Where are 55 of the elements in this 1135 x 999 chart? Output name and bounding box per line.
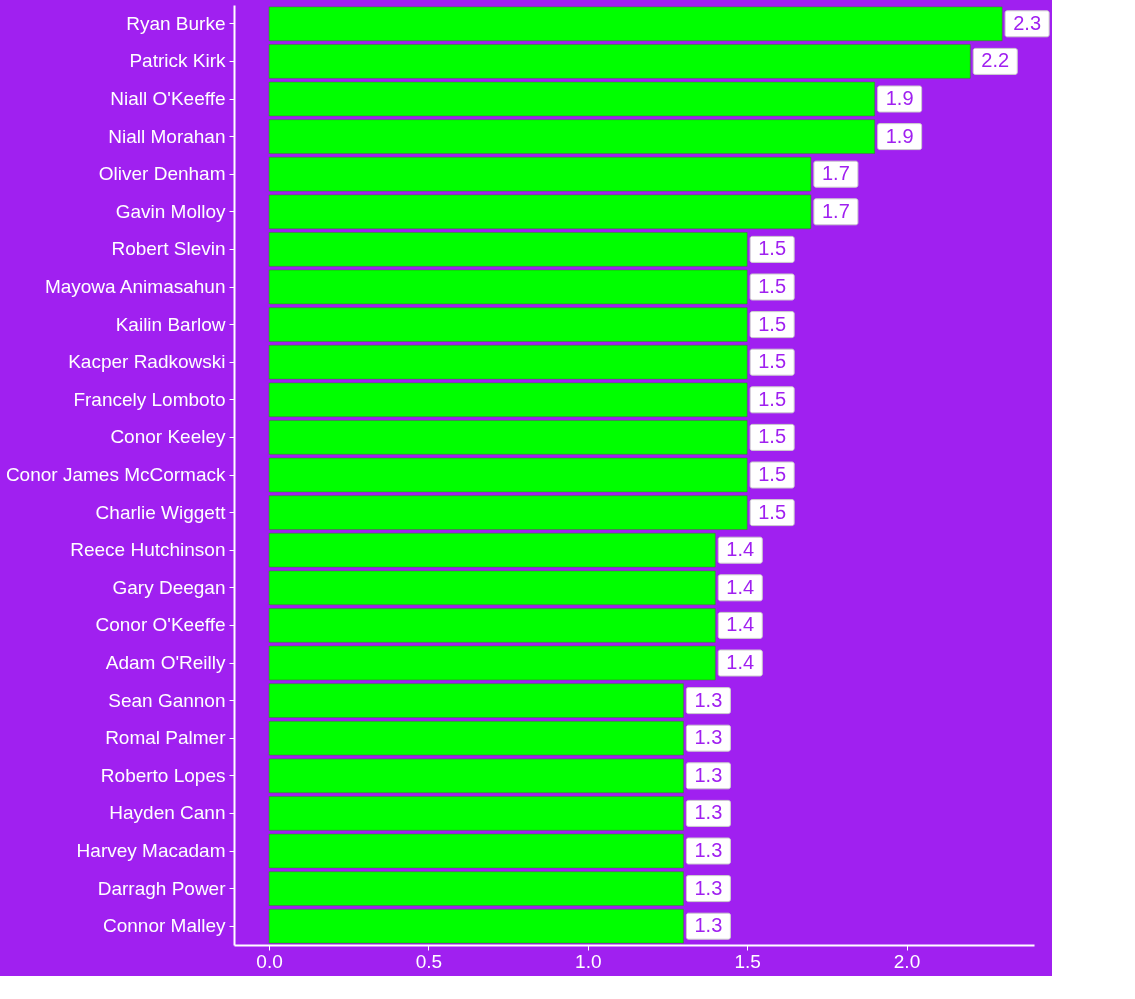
y-tick-label: Kailin Barlow [115, 313, 226, 335]
x-tick-label: 0.0 [256, 950, 283, 972]
y-tick-label: Roberto Lopes [100, 764, 226, 786]
y-tick-label: Robert Slevin [111, 238, 226, 260]
data-label: 2.3 [1013, 11, 1042, 34]
x-tick-label: 1.0 [575, 950, 602, 972]
y-tick-label: Kacper Radkowski [68, 351, 226, 373]
y-tick-label: Conor Keeley [110, 426, 226, 448]
data-label: 1.7 [821, 162, 850, 185]
data-label: 2.2 [981, 49, 1010, 72]
data-label: 1.3 [694, 914, 723, 937]
y-tick-label: Francely Lomboto [73, 388, 226, 410]
y-tick-label: Darragh Power [97, 877, 227, 899]
data-label: 1.5 [758, 312, 787, 335]
y-tick-label: Oliver Denham [98, 163, 226, 185]
data-label: 1.5 [758, 463, 787, 485]
x-tick-label: 0.5 [415, 950, 443, 972]
data-label: 1.5 [758, 425, 787, 448]
data-label: 1.3 [694, 763, 723, 786]
y-tick-label: Connor Malley [103, 915, 226, 937]
data-label: 1.5 [758, 500, 787, 523]
y-tick-label: Patrick Kirk [129, 50, 226, 72]
data-label: 1.5 [758, 387, 787, 410]
data-label: 1.4 [726, 651, 755, 673]
y-tick-label: Conor James McCormack [5, 464, 226, 485]
x-tick-label: 1.5 [734, 950, 761, 972]
data-label: 1.4 [726, 575, 755, 598]
data-label: 1.5 [758, 350, 787, 373]
y-tick-label: Niall O'Keeffe [110, 88, 226, 109]
data-label: 1.3 [694, 876, 723, 899]
y-tick-label: Reece Hutchinson [70, 539, 226, 561]
data-label: 1.9 [885, 87, 914, 109]
data-label: 1.5 [758, 237, 787, 260]
y-tick-label: Romal Palmer [105, 727, 227, 749]
y-tick-label: Gary Deegan [112, 576, 226, 598]
y-tick-label: Charlie Wiggett [95, 501, 227, 523]
y-tick-label: Ryan Burke [126, 12, 226, 34]
y-tick-label: Harvey Macadam [76, 840, 226, 861]
data-label: 1.4 [726, 613, 755, 636]
y-tick-label: Mayowa Animasahun [44, 276, 226, 297]
data-label: 1.5 [758, 275, 787, 297]
y-tick-label: Niall Morahan [108, 125, 226, 147]
y-tick-label: Gavin Molloy [115, 200, 226, 222]
x-tick-label: 2.0 [893, 950, 921, 972]
data-label: 1.3 [694, 688, 723, 711]
data-label: 1.3 [694, 726, 723, 749]
data-label: 1.9 [885, 124, 914, 147]
y-tick-label: Adam O'Reilly [105, 652, 226, 673]
data-label: 1.7 [821, 199, 850, 222]
data-label: 1.3 [694, 801, 723, 824]
data-label: 1.3 [694, 839, 723, 861]
y-tick-label: Conor O'Keeffe [95, 614, 226, 636]
data-label: 1.4 [726, 538, 755, 561]
y-tick-label: Sean Gannon [108, 689, 226, 711]
y-tick-label: Hayden Cann [109, 802, 226, 824]
